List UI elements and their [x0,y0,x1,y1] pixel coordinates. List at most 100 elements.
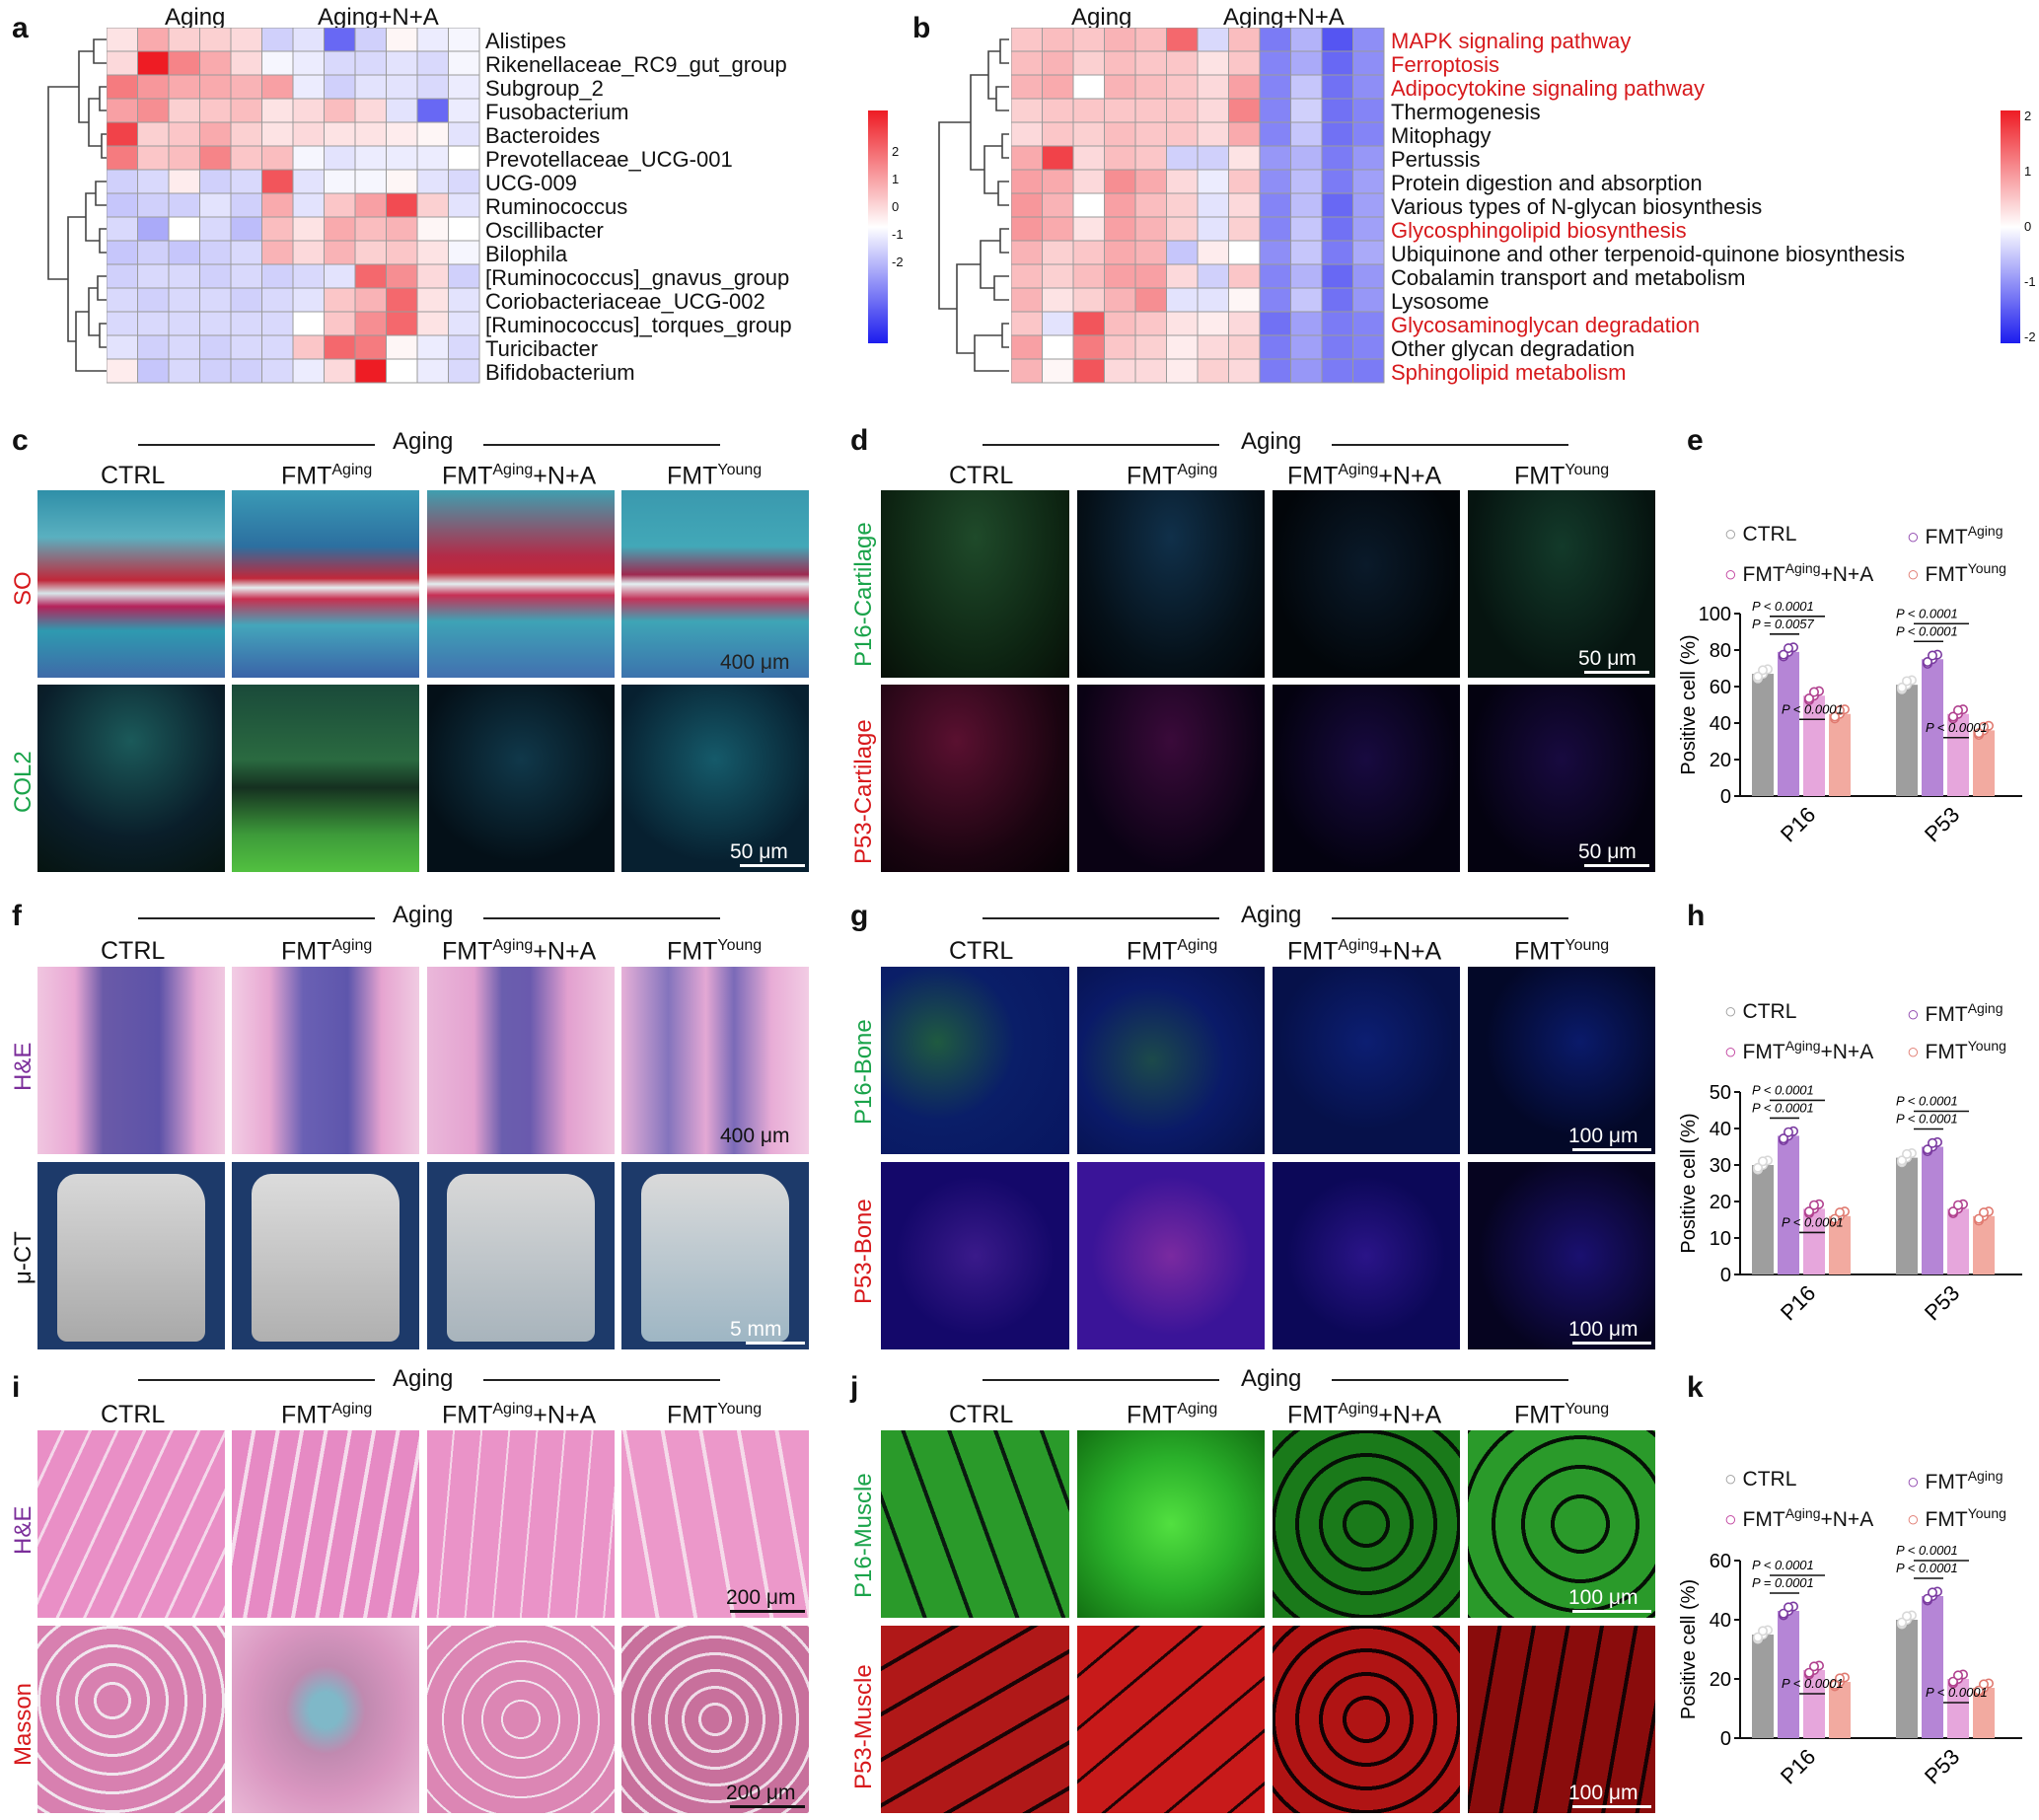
heatmap-cell [1011,358,1043,384]
col2-stain-fmt-aging [232,685,419,872]
heatmap-cell [261,169,294,194]
heatmap-b-dendrogram [938,38,1009,372]
heatmap-b-row-label: Mitophagy [1391,123,1492,148]
bar [1973,1688,1995,1738]
scale-bar-c-top: 400 μm [720,651,790,674]
heatmap-cell [292,358,325,384]
scale-bar-j-top: 100 μm [1568,1586,1651,1613]
x-tick-label: P53 [1920,802,1964,846]
heatmap-cell [168,121,200,147]
heatmap-cell [1352,287,1385,313]
colorbar-tick: -1 [892,227,904,242]
heatmap-cell [1290,50,1323,76]
p53-bone-fmt-young [1468,1162,1655,1349]
col-fmt-young: FMTYoung [1514,462,1610,490]
side-label-col2: COL2 [10,751,36,813]
heatmap-cell [261,358,294,384]
masson-fmt-aging-na [427,1626,615,1813]
heatmap-cell [1290,263,1323,289]
heatmap-cell [416,74,449,100]
heatmap-cell [416,98,449,123]
col-fmt-aging: FMTAging [281,1401,373,1429]
heatmap-cell [1228,240,1261,265]
heatmap-cell [292,311,325,336]
heatmap-a-group-na: Aging+N+A [318,4,439,31]
bar [1803,1670,1825,1738]
he-muscle-ctrl [37,1430,225,1618]
heatmap-cell [1011,334,1043,360]
heatmap-cell [1228,145,1261,171]
heatmap-cell [292,145,325,171]
bar [1922,1146,1943,1274]
heatmap-cell [1104,240,1136,265]
heatmap-cell [386,216,418,242]
heatmap-cell [1104,169,1136,194]
heatmap-cell [416,358,449,384]
x-tick-label: P53 [1920,1744,1964,1788]
heatmap-cell [107,98,138,123]
heatmap-a-row-label: Alistipes [485,29,566,53]
heatmap-b-row-label: Other glycan degradation [1391,336,1636,361]
heatmap-cell [168,28,200,52]
heatmap-cell [1228,28,1261,52]
heatmap-cell [168,74,200,100]
heatmap-cell [168,240,200,265]
microct-fmt-aging [232,1162,419,1349]
y-tick-label: 0 [1720,1265,1731,1286]
data-point [1830,1213,1841,1224]
he-muscle-fmt-aging [232,1430,419,1618]
heatmap-cell [448,263,480,289]
heatmap-b-row-label: Protein digestion and absorption [1391,171,1703,195]
col-ctrl: CTRL [949,937,1014,965]
data-point [1952,1670,1963,1681]
he-muscle-fmt-aging-na [427,1430,615,1618]
heatmap-a-row-label: UCG-009 [485,171,577,195]
heatmap-cell [1290,358,1323,384]
heatmap-cell [292,169,325,194]
panel-label-e: e [1687,424,1704,457]
data-point [1779,1608,1789,1619]
heatmap-cell [448,287,480,313]
heatmap-cell [448,74,480,100]
heatmap-a-row-label: Turicibacter [485,336,599,361]
heatmap-cell [1042,263,1074,289]
y-tick-label: 0 [1720,786,1731,808]
heatmap-cell [199,287,232,313]
scale-bar-c-bottom: 50 μm [730,840,805,867]
legend-item: ○ FMTYoung [1907,1038,2006,1063]
heatmap-cell [1259,192,1291,218]
col-fmt-aging-na: FMTAging+N+A [1287,937,1442,966]
heatmap-cell [354,121,387,147]
heatmap-cell [230,358,262,384]
col-ctrl: CTRL [949,1401,1014,1428]
heatmap-a-group-aging: Aging [165,4,226,31]
heatmap-cell [1290,169,1323,194]
heatmap-cell [1104,311,1136,336]
heatmap-cell [416,240,449,265]
data-point [1973,1213,1984,1224]
heatmap-cell [1104,334,1136,360]
heatmap-cell [1321,169,1353,194]
data-point [1804,1667,1815,1678]
heatmap-cell [324,334,356,360]
p-value-annotation: P = 0.0057 [1752,617,1815,631]
heatmap-cell [1259,358,1291,384]
heatmap-cell [324,358,356,384]
heatmap-b-row-label: Adipocytokine signaling pathway [1391,76,1705,101]
col-fmt-aging: FMTAging [281,462,373,490]
data-point [1784,643,1794,654]
col-fmt-aging-na: FMTAging+N+A [1287,1401,1442,1429]
side-label-p16-bone: P16-Bone [850,1019,877,1125]
data-point [1804,1206,1815,1217]
heatmap-cell [386,311,418,336]
heatmap-cell [168,98,200,123]
heatmap-cell [1011,169,1043,194]
heatmap-cell [1197,121,1229,147]
heatmap-cell [1134,192,1167,218]
heatmap-cell [292,263,325,289]
heatmap-cell [386,358,418,384]
heatmap-cell [354,145,387,171]
heatmap-cell [1134,216,1167,242]
data-point [1809,1200,1820,1210]
group-header-g: Aging [1241,902,1302,928]
